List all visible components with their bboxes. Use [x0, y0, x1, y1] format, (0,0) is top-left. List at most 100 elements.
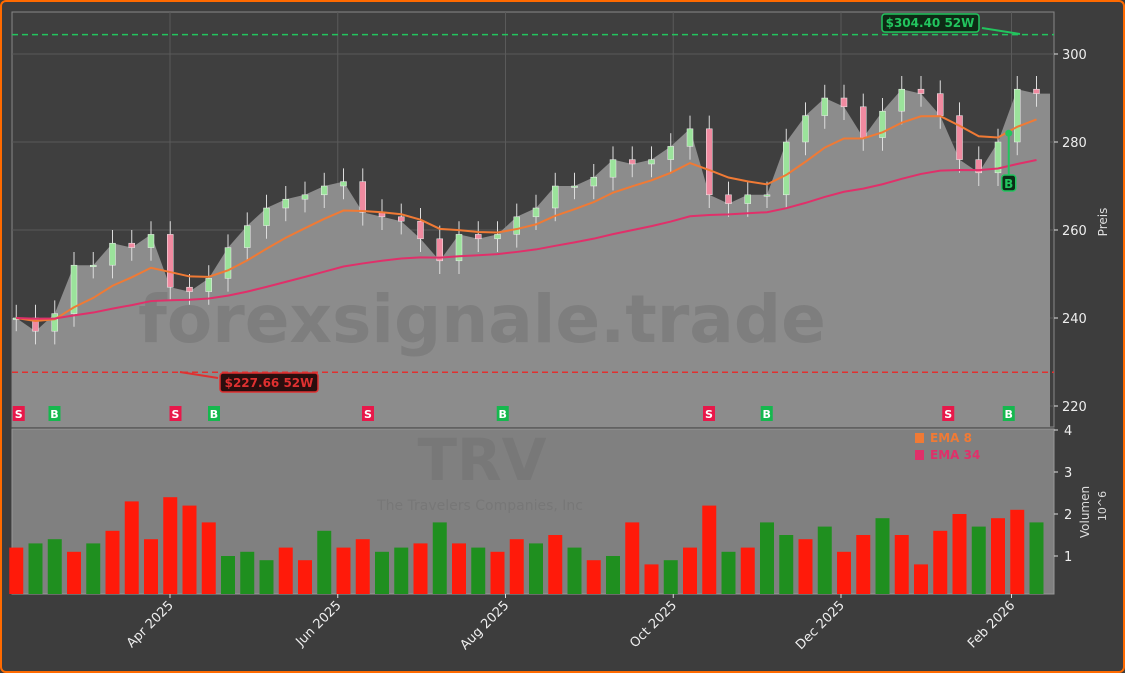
candle-2025-02-24 — [70, 264, 78, 314]
candle-2025-12-22 — [898, 88, 905, 112]
volume-bar-2026-01-19 — [971, 526, 986, 594]
high-52w-box — [881, 13, 980, 33]
candle-2025-08-04 — [513, 216, 520, 235]
volume-bar-2025-07-14 — [452, 543, 466, 594]
volume-bar-2025-05-19 — [298, 560, 312, 594]
volume-bar-2025-06-16 — [375, 551, 389, 594]
signal-S-label: S — [15, 408, 23, 421]
candle-2026-02-09 — [1033, 88, 1040, 94]
volume-bar-2026-02-09 — [1029, 522, 1044, 594]
legend-ema34-label: EMA 34 — [930, 448, 980, 462]
candle-2025-10-27 — [744, 194, 751, 204]
volume-bar-2025-04-14 — [201, 522, 216, 594]
volume-bar-2025-09-01 — [586, 560, 601, 594]
volume-bar-2025-06-09 — [355, 539, 370, 594]
volume-bar-2025-08-18 — [548, 535, 563, 594]
volume-tick-label: 2 — [1064, 508, 1072, 523]
candle-2025-09-01 — [590, 176, 597, 187]
candle-2025-12-08 — [860, 106, 867, 138]
price-tick-label: 240 — [1062, 312, 1087, 327]
legend-ema34-swatch — [915, 450, 924, 460]
x-tick-label: Oct 2025 — [627, 598, 680, 651]
volume-bar-2025-09-08 — [606, 556, 620, 594]
candle-2025-11-03 — [763, 194, 771, 197]
volume-bar-2025-11-03 — [760, 522, 774, 594]
volume-bar-2025-11-10 — [779, 535, 794, 594]
legend-ema8-swatch — [915, 433, 924, 443]
ticker-watermark: TRV — [417, 426, 546, 494]
candle-2025-06-09 — [359, 181, 366, 213]
candle-2025-06-30 — [417, 220, 424, 240]
candle-2025-12-29 — [917, 88, 925, 94]
volume-bar-2025-12-22 — [894, 535, 909, 594]
buy-marker-label: B — [1004, 177, 1013, 191]
volume-unit-label: 10^6 — [1096, 491, 1109, 521]
signal-S-label: S — [172, 408, 180, 421]
volume-bar-2025-12-15 — [875, 518, 890, 594]
volume-bar-2025-04-28 — [240, 551, 255, 594]
signal-B-label: B — [1005, 408, 1013, 421]
candle-2025-12-01 — [840, 97, 848, 108]
volume-bar-2025-09-29 — [663, 560, 678, 594]
signal-S-badge — [362, 406, 374, 421]
ema-line-34 — [16, 158, 1037, 320]
candle-2025-03-17 — [128, 242, 135, 248]
volume-bar-2025-06-02 — [336, 547, 351, 594]
volume-bar-2025-02-10 — [28, 543, 43, 594]
signal-B-label: B — [763, 408, 771, 421]
price-tick-label: 300 — [1062, 48, 1087, 63]
candle-2025-05-19 — [301, 194, 309, 200]
x-tick-label: Dec 2025 — [793, 598, 848, 653]
volume-bar-2025-11-17 — [798, 539, 813, 594]
candle-2025-05-12 — [282, 198, 289, 209]
candle-2025-04-07 — [186, 286, 193, 292]
candle-2025-10-06 — [686, 128, 694, 147]
volume-bar-2025-08-25 — [567, 547, 582, 594]
candle-2025-10-13 — [706, 128, 713, 196]
x-tick-label: Feb 2026 — [965, 598, 1018, 651]
legend-ema8-label: EMA 8 — [930, 431, 972, 445]
candle-2025-08-11 — [532, 207, 540, 218]
signal-B-label: B — [499, 408, 507, 421]
signal-S-label: S — [705, 408, 713, 421]
signal-S-badge — [12, 406, 25, 421]
volume-bar-2025-03-10 — [105, 530, 120, 594]
x-tick-label: Apr 2025 — [124, 598, 177, 651]
volume-bar-2025-12-01 — [837, 551, 851, 594]
volume-bar-2025-05-05 — [259, 560, 274, 594]
volume-bar-2025-04-21 — [221, 556, 235, 594]
candle-2025-11-24 — [821, 97, 828, 116]
signal-S-label: S — [364, 408, 372, 421]
x-tick-label: Jun 2025 — [293, 598, 345, 650]
volume-bar-2025-09-15 — [625, 522, 640, 594]
candle-2025-04-14 — [205, 278, 212, 292]
volume-axis-label: Volumen — [1078, 486, 1092, 538]
volume-bar-2025-10-13 — [702, 505, 717, 594]
buy-marker-box — [1001, 174, 1017, 192]
candle-2025-07-28 — [494, 234, 501, 240]
company-watermark: The Travelers Companies, Inc — [376, 498, 583, 514]
price-tick-label: 220 — [1062, 400, 1087, 415]
candle-2025-08-18 — [552, 185, 559, 209]
candle-2025-09-15 — [629, 159, 636, 165]
volume-bar-2025-06-23 — [394, 547, 409, 594]
volume-bar-2025-05-12 — [278, 547, 293, 594]
signal-S-label: S — [944, 408, 952, 421]
signal-B-badge — [1002, 406, 1015, 421]
candle-2025-12-15 — [879, 110, 886, 138]
candle-2025-04-21 — [224, 247, 232, 279]
low-52w-box — [219, 372, 319, 393]
candle-2026-01-05 — [937, 93, 944, 116]
buy-marker-dot — [1005, 129, 1013, 137]
volume-tick-label: 3 — [1064, 466, 1072, 481]
signal-S-badge — [169, 406, 182, 421]
volume-bar-2025-03-24 — [144, 539, 158, 594]
candle-2025-03-10 — [109, 242, 116, 266]
volume-bar-2026-01-05 — [933, 530, 948, 594]
volume-bar-2025-07-07 — [432, 522, 447, 594]
volume-bar-2025-09-22 — [644, 564, 659, 594]
candle-2026-01-12 — [956, 115, 963, 160]
volume-bar-2025-02-03 — [9, 547, 24, 594]
signal-B-badge — [760, 406, 773, 421]
